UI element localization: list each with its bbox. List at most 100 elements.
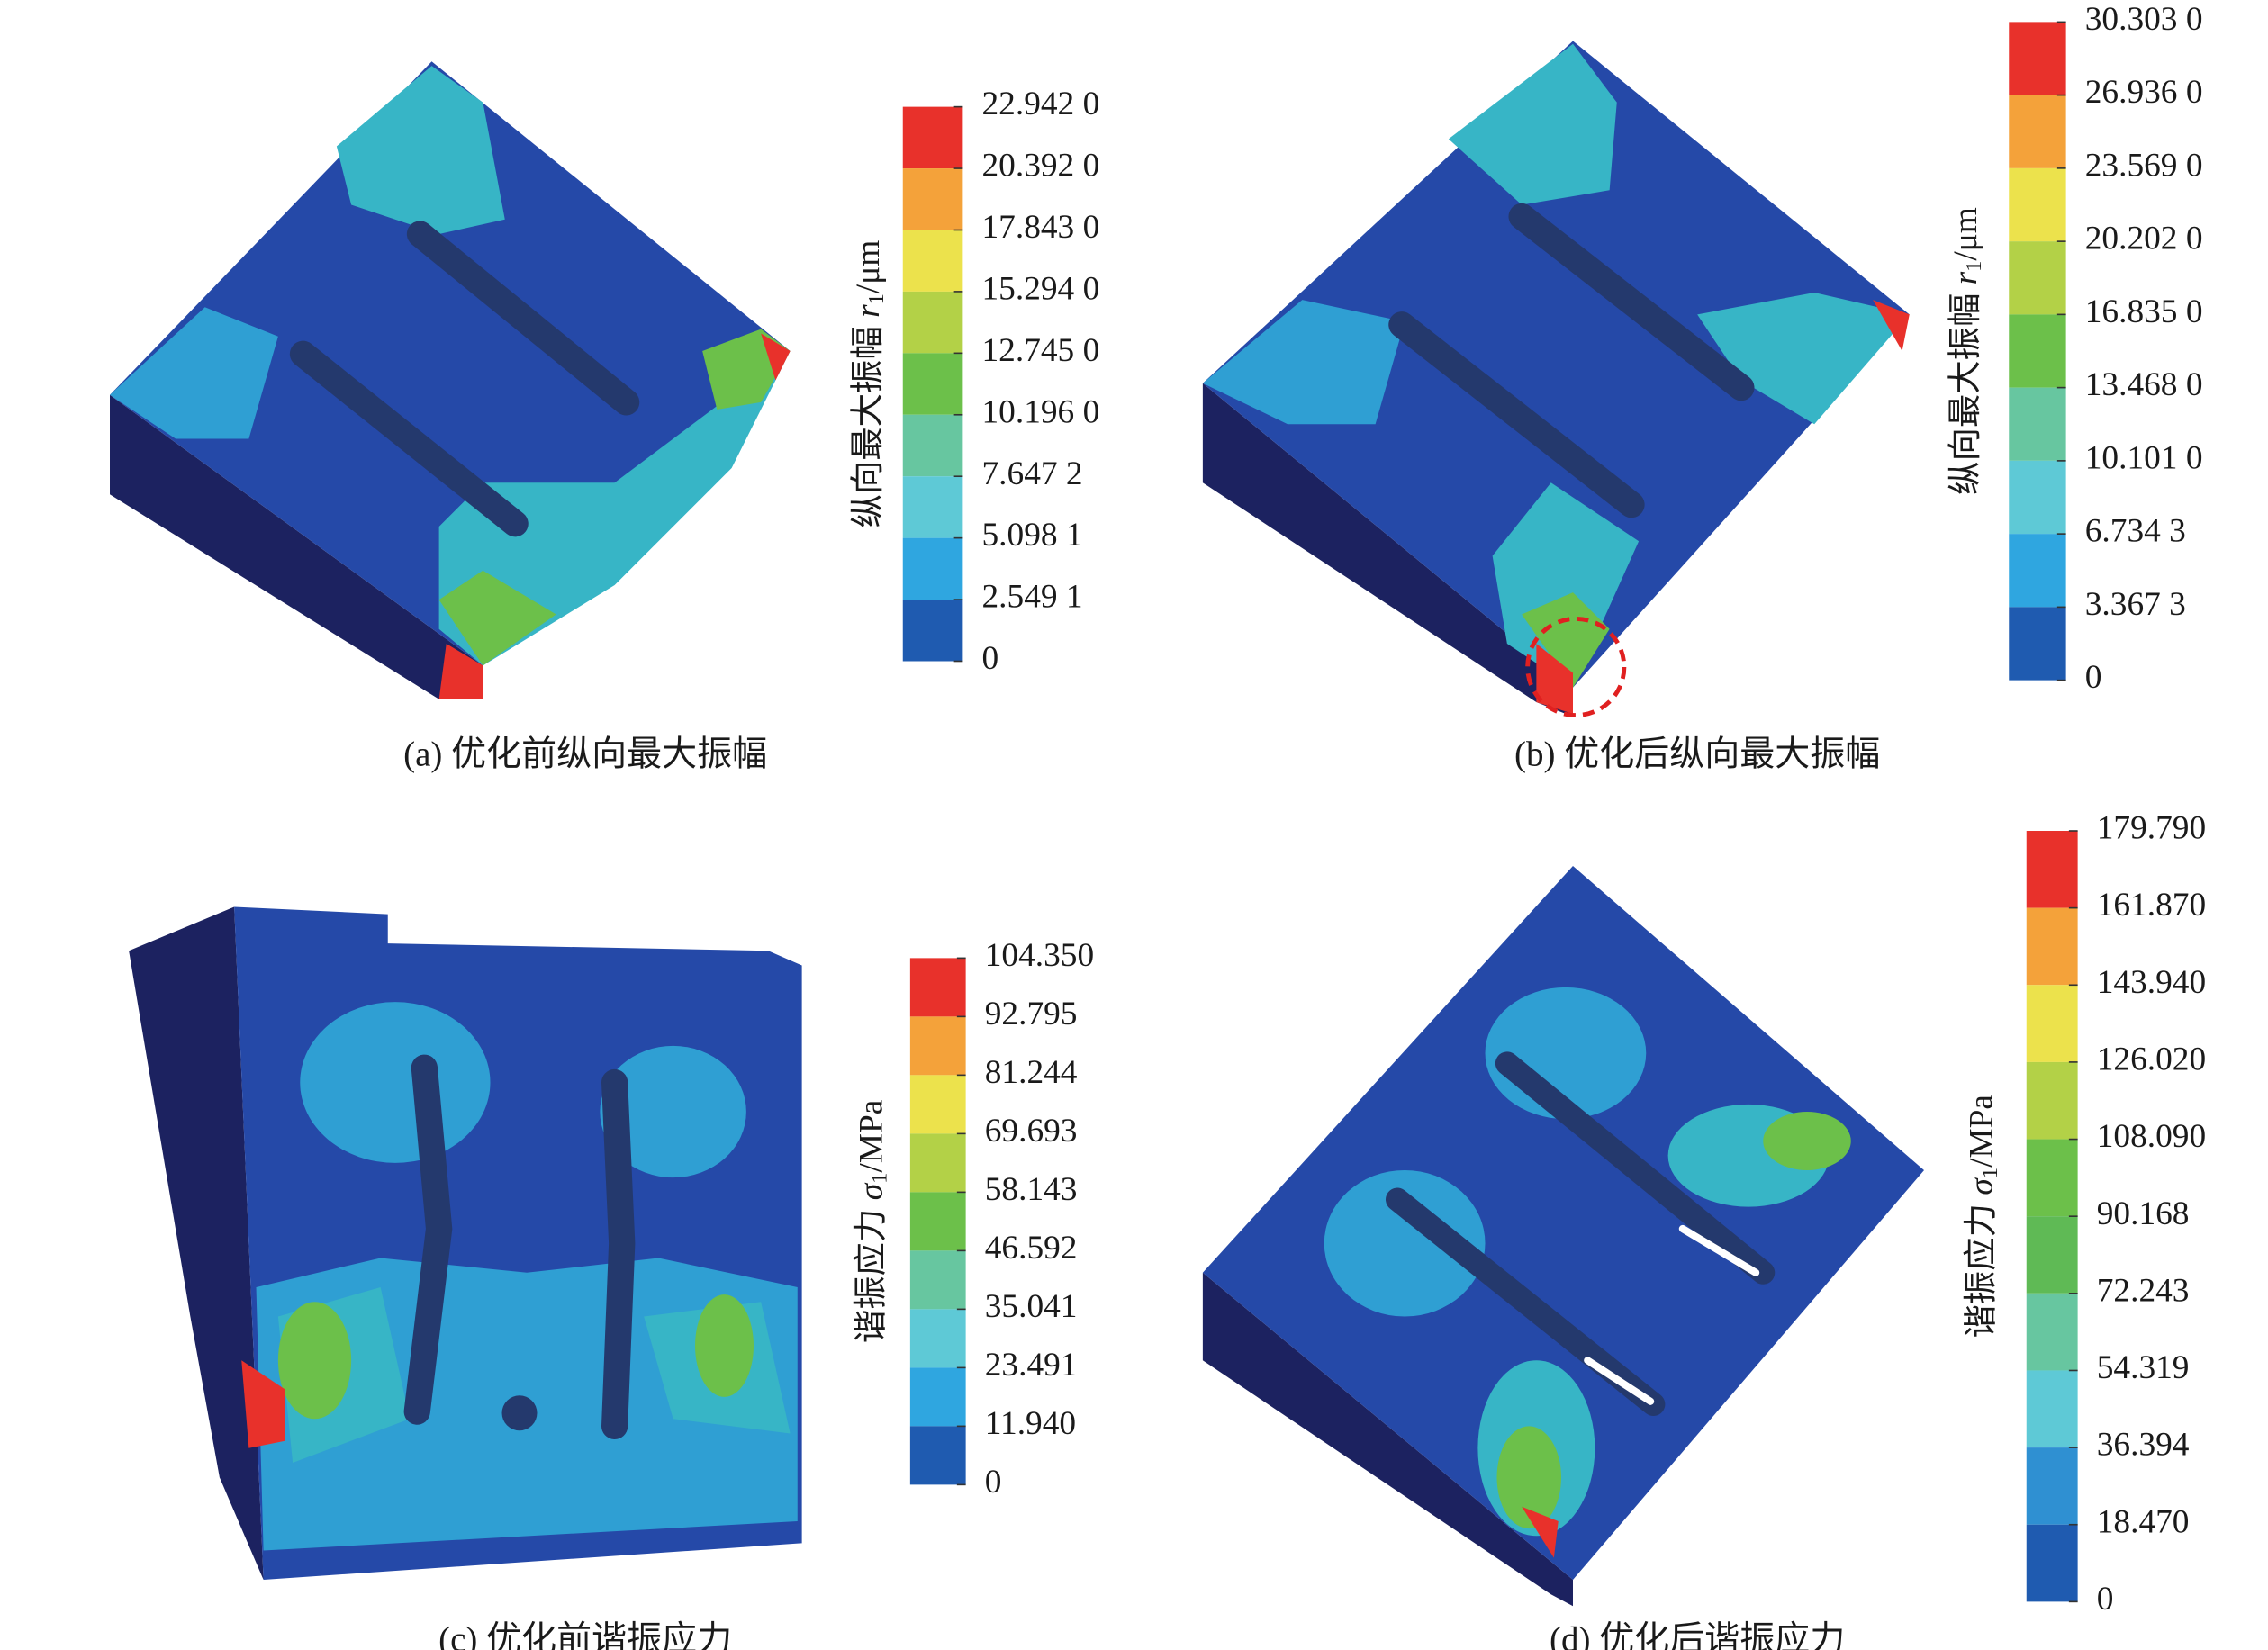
colorbar-label: 7.647 2 bbox=[982, 455, 1083, 492]
colorbar-label: 17.843 0 bbox=[982, 209, 1100, 246]
colorbar-band bbox=[2009, 95, 2066, 168]
colorbar-band bbox=[2009, 167, 2066, 242]
colorbar-label: 20.202 0 bbox=[2085, 221, 2203, 257]
colorbar-label: 22.942 0 bbox=[982, 86, 1100, 122]
colorbar-label: 13.468 0 bbox=[2085, 366, 2203, 403]
colorbar-label: 26.936 0 bbox=[2085, 74, 2203, 111]
colorbar-label: 12.745 0 bbox=[982, 332, 1100, 369]
title-unit: /MPa bbox=[1963, 1095, 2000, 1168]
colorbar-label: 10.196 0 bbox=[982, 393, 1100, 430]
colorbar-label: 179.790 bbox=[2097, 810, 2206, 847]
colorbar-label: 15.294 0 bbox=[982, 270, 1100, 307]
colorbar-title: 谐振应力 σ1/MPa bbox=[1962, 1095, 2001, 1339]
colorbar-band bbox=[2026, 907, 2078, 986]
title-var: σ bbox=[1963, 1177, 2000, 1195]
colorbar-label: 35.041 bbox=[985, 1288, 1078, 1325]
title-var: r bbox=[1947, 271, 1983, 284]
colorbar-band bbox=[2026, 1293, 2078, 1371]
colorbar-label: 0 bbox=[2085, 659, 2102, 696]
colorbar-band bbox=[902, 106, 963, 169]
title-sub: 1 bbox=[1977, 1168, 2001, 1178]
panel: (b) 优化后纵向最大振幅 30.303 0 26.936 0 23.569 0 20.… bbox=[1514, 1, 2203, 774]
caption: (c) 优化前谐振应力 bbox=[438, 1620, 732, 1650]
colorbar-band bbox=[2009, 534, 2066, 608]
model-d bbox=[1202, 866, 1924, 1607]
colorbar-band bbox=[2026, 831, 2078, 908]
colorbar-title: 纵向最大振幅 r1/μm bbox=[1946, 207, 1985, 495]
colorbar-label: 20.392 0 bbox=[982, 148, 1100, 185]
colorbar-label: 23.491 bbox=[985, 1347, 1078, 1384]
colorbar-label: 72.243 bbox=[2097, 1272, 2190, 1309]
colorbar-label: 161.870 bbox=[2097, 887, 2206, 924]
caption: (d) 优化后谐振应力 bbox=[1550, 1620, 1845, 1650]
colorbar-band bbox=[909, 1016, 966, 1076]
colorbar-label: 16.835 0 bbox=[2085, 293, 2203, 330]
colorbar-band bbox=[909, 1133, 966, 1193]
colorbar-label: 46.592 bbox=[985, 1230, 1078, 1267]
colorbar-band bbox=[902, 291, 963, 354]
colorbar-label: 18.470 bbox=[2097, 1503, 2190, 1540]
colorbar-band bbox=[909, 958, 966, 1017]
colorbar-band bbox=[902, 537, 963, 600]
colorbar-label: 30.303 0 bbox=[2085, 1, 2203, 38]
caption: (b) 优化后纵向最大振幅 bbox=[1514, 735, 1880, 774]
title-text: 纵向最大振幅 bbox=[1946, 284, 1983, 494]
colorbar-band bbox=[909, 1192, 966, 1251]
model-c bbox=[129, 906, 802, 1580]
colorbar-title: 纵向最大振幅 r1/μm bbox=[849, 240, 889, 528]
colorbar-band bbox=[902, 414, 963, 477]
colorbar-band bbox=[2009, 22, 2066, 95]
colorbar-label: 0 bbox=[2097, 1581, 2114, 1618]
colorbar-band bbox=[909, 1250, 966, 1310]
colorbar-band bbox=[2026, 1524, 2078, 1602]
colorbar-band bbox=[2009, 241, 2066, 315]
colorbar-band bbox=[2026, 1370, 2078, 1448]
colorbar-band bbox=[902, 353, 963, 415]
colorbar-band bbox=[2009, 314, 2066, 388]
title-unit: /μm bbox=[850, 240, 887, 293]
title-sub: 1 bbox=[867, 1173, 891, 1184]
colorbar-band bbox=[2026, 1447, 2078, 1525]
colorbar-label: 2.549 1 bbox=[982, 579, 1083, 616]
colorbar-band bbox=[902, 168, 963, 230]
colorbar-label: 11.940 bbox=[985, 1405, 1076, 1442]
title-text: 谐振应力 bbox=[1962, 1195, 2000, 1339]
title-unit: /μm bbox=[1947, 207, 1983, 260]
panel: (d) 优化后谐振应力 179.790 161.870 143.940 126.020 1… bbox=[1550, 810, 2206, 1650]
colorbar-label: 126.020 bbox=[2097, 1041, 2206, 1077]
colorbar-band bbox=[909, 1426, 966, 1485]
colorbar-band bbox=[2009, 607, 2066, 681]
colorbar-label: 5.098 1 bbox=[982, 517, 1083, 554]
title-text: 纵向最大振幅 bbox=[849, 318, 887, 528]
colorbar-label: 36.394 bbox=[2097, 1427, 2190, 1464]
colorbar-label: 6.734 3 bbox=[2085, 513, 2186, 550]
colorbar-band bbox=[2026, 1216, 2078, 1294]
colorbar-band bbox=[902, 230, 963, 292]
colorbar-label: 143.940 bbox=[2097, 964, 2206, 1001]
colorbar-band bbox=[909, 1367, 966, 1427]
colorbar-label: 3.367 3 bbox=[2085, 586, 2186, 623]
colorbar-label: 104.350 bbox=[985, 937, 1094, 974]
colorbar-band bbox=[2009, 460, 2066, 535]
title-var: r bbox=[850, 304, 887, 318]
colorbar-band bbox=[2026, 985, 2078, 1062]
colorbar-label: 92.795 bbox=[985, 996, 1078, 1032]
colorbar-band bbox=[909, 1075, 966, 1134]
title-unit: /MPa bbox=[853, 1099, 890, 1172]
colorbar-band bbox=[2026, 1061, 2078, 1140]
colorbar-label: 0 bbox=[985, 1464, 1002, 1501]
model-b bbox=[1202, 41, 1910, 718]
colorbar-band bbox=[902, 476, 963, 538]
colorbar-label: 90.168 bbox=[2097, 1195, 2190, 1232]
colorbar-label: 23.569 0 bbox=[2085, 147, 2203, 184]
colorbar-band bbox=[909, 1309, 966, 1368]
colorbar-label: 69.693 bbox=[985, 1113, 1078, 1150]
colorbar-band bbox=[2026, 1139, 2078, 1217]
title-sub: 1 bbox=[1961, 261, 1985, 272]
colorbar-title: 谐振应力 σ1/MPa bbox=[852, 1099, 891, 1343]
colorbar-label: 0 bbox=[982, 640, 999, 677]
colorbar-label: 108.090 bbox=[2097, 1118, 2206, 1155]
colorbar-band bbox=[902, 600, 963, 662]
